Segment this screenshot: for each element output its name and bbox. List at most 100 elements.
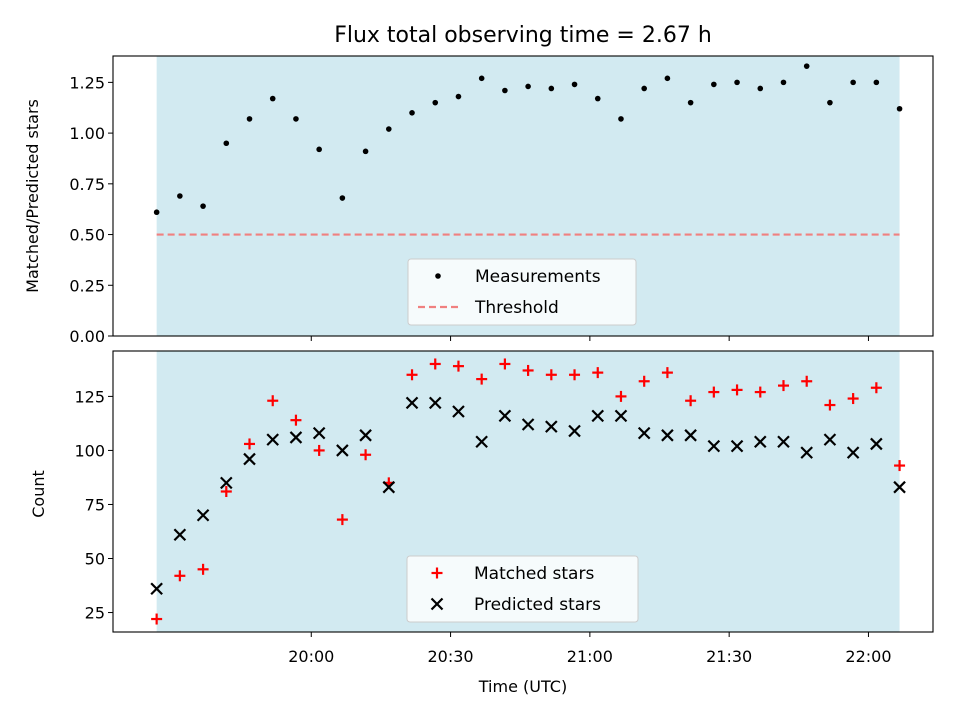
measurement-point (618, 116, 624, 122)
matched-star-point (847, 393, 859, 405)
measurement-point (362, 148, 369, 155)
measurement-point (223, 140, 230, 147)
x-tick-label: 20:00 (288, 647, 334, 666)
predicted-star-point (614, 409, 628, 423)
measurement-point (153, 209, 160, 216)
predicted-star-point (382, 480, 396, 494)
measurement-point (734, 79, 740, 86)
predicted-star-point (359, 429, 372, 442)
y-tick-label: 75 (85, 495, 105, 514)
y-tick-label: 0.25 (69, 276, 105, 295)
measurement-point (386, 126, 392, 132)
matched-star-point (638, 375, 650, 387)
predicted-star-point (428, 396, 442, 410)
predicted-star-point (637, 426, 651, 440)
matched-star-point (731, 384, 743, 396)
measurement-point (478, 75, 485, 82)
predicted-star-point (289, 431, 303, 444)
predicted-star-point (870, 437, 883, 451)
matched-star-point (870, 382, 882, 394)
matched-star-point (754, 386, 766, 398)
legend-box (406, 555, 639, 623)
predicted-star-point (475, 435, 488, 449)
predicted-star-point (336, 444, 349, 457)
chart-title: Flux total observing time = 2.67 h (334, 23, 712, 48)
predicted-star-point (846, 446, 860, 459)
measurement-point (177, 193, 183, 199)
measurement-point (757, 85, 764, 92)
matched-star-point (452, 360, 464, 372)
y-tick-label: 125 (74, 387, 105, 406)
predicted-star-point (568, 424, 581, 438)
predicted-star-point (753, 435, 767, 449)
matched-star-point (360, 449, 372, 461)
ratio-y-axis-label: Matched/Predicted stars (23, 99, 42, 293)
predicted-star-point (312, 426, 326, 440)
predicted-star-point (150, 582, 163, 596)
predicted-star-point (405, 396, 419, 410)
measurement-point (827, 99, 833, 106)
plot-frame (112, 350, 934, 633)
measurement-point (803, 63, 810, 69)
count-panel: 25507510012520:0020:3021:0021:3022:0022:… (74, 350, 934, 666)
legend-label: Measurements (475, 267, 601, 287)
predicted-star-point (823, 433, 837, 446)
matched-star-point (522, 364, 534, 376)
legend-label: Predicted stars (474, 595, 601, 615)
matched-star-point (429, 358, 441, 370)
legend: Measurements Threshold (407, 258, 637, 326)
matched-star-point (476, 373, 488, 385)
predicted-star-point (498, 409, 512, 423)
matched-star-point (151, 613, 163, 625)
measurement-point (687, 99, 694, 106)
y-tick-label: 0.75 (69, 175, 105, 194)
matched-star-point (267, 395, 279, 407)
matched-star-point (313, 444, 325, 456)
predicted-star-point (243, 452, 256, 466)
measurement-point (850, 79, 856, 86)
measurement-point (548, 85, 555, 92)
matched-star-point (499, 358, 511, 370)
predicted-star-point (545, 420, 558, 433)
matched-star-point (406, 369, 418, 381)
predicted-star-point (266, 433, 280, 446)
legend-swatch (430, 597, 444, 611)
predicted-star-point (196, 508, 210, 522)
plot-frame (112, 55, 934, 337)
predicted-star-point (452, 405, 465, 418)
measurement-point (409, 110, 415, 116)
matched-star-point (661, 367, 673, 379)
matched-star-point (197, 563, 209, 575)
predicted-star-point (661, 429, 674, 442)
ratio-panel: 0.00 0.25 0.50 0.75 1.00 1.25 Measurements Thre… (69, 55, 934, 346)
predicted-star-point (220, 476, 233, 490)
measurement-point (711, 81, 717, 88)
measurement-point (293, 116, 299, 122)
y-tick-label: 1.25 (69, 73, 105, 92)
matched-star-point (894, 460, 906, 472)
predicted-star-point (893, 480, 906, 494)
measurement-point (246, 116, 253, 122)
matched-star-point (777, 380, 789, 392)
measurement-point (432, 99, 439, 106)
matched-star-point (685, 395, 697, 407)
matched-star-point (708, 386, 720, 398)
predicted-star-point (684, 429, 697, 442)
measurement-point (455, 93, 462, 100)
predicted-star-point (800, 446, 813, 459)
matched-star-point (174, 570, 186, 582)
legend-swatch (435, 273, 441, 279)
matched-star-point (592, 367, 604, 379)
legend-label: Matched stars (474, 564, 594, 584)
x-tick-label: 22:00 (845, 647, 891, 666)
y-tick-label: 100 (74, 441, 105, 460)
measurement-point (269, 95, 276, 102)
measurement-point (339, 195, 346, 201)
predicted-star-point (730, 439, 744, 453)
legend-label: Threshold (474, 298, 559, 318)
y-tick-label: 0.50 (69, 226, 105, 245)
y-tick-label: 1.00 (69, 124, 105, 143)
matched-star-point (220, 486, 232, 497)
predicted-star-point (707, 439, 721, 453)
